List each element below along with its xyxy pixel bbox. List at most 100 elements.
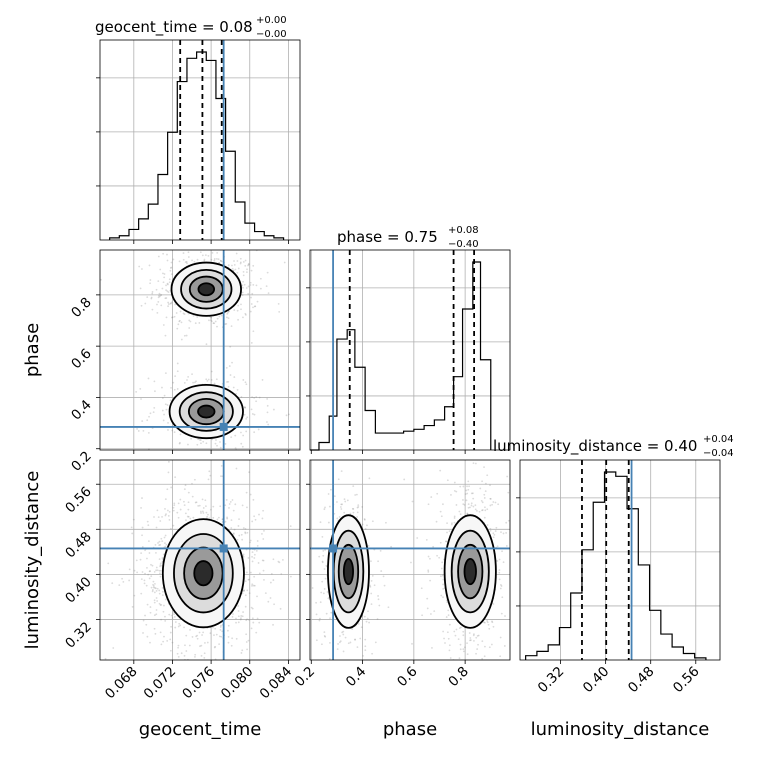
sample-point (198, 438, 201, 441)
sample-point (166, 640, 169, 642)
sample-point (112, 647, 115, 649)
sample-point (251, 607, 254, 610)
sample-point (340, 508, 343, 510)
sample-point (364, 662, 366, 664)
sample-point (174, 303, 177, 306)
sample-point (492, 625, 495, 628)
sample-point (356, 506, 359, 509)
sample-point (151, 564, 154, 567)
sample-point (251, 583, 254, 586)
sample-point (146, 419, 149, 422)
sample-point (466, 492, 469, 495)
sample-point (196, 634, 199, 637)
sample-point (342, 633, 345, 636)
sample-point (278, 561, 281, 564)
sample-point (244, 531, 247, 534)
sample-point (246, 506, 248, 509)
sample-point (476, 635, 479, 637)
sample-point (315, 601, 317, 604)
sample-point (203, 258, 206, 261)
sample-point (272, 558, 275, 561)
sample-point (237, 605, 240, 607)
x-tick-label-luminosity_distance: 0.32 (535, 664, 568, 697)
sample-point (186, 515, 189, 518)
sample-point (196, 443, 199, 446)
sample-point (168, 303, 170, 306)
sample-point (185, 650, 188, 652)
sample-point (235, 621, 237, 624)
sample-point (159, 565, 162, 568)
sample-point (459, 643, 462, 646)
sample-point (220, 314, 223, 317)
sample-point (189, 320, 192, 323)
sample-point (167, 514, 170, 517)
sample-point (493, 533, 496, 536)
sample-point (141, 526, 144, 529)
sample-point (218, 643, 221, 645)
sample-point (446, 631, 449, 634)
sample-point (242, 280, 244, 283)
x-tick-label-phase: 0.4 (343, 664, 370, 691)
sample-point (253, 557, 256, 559)
sample-point (477, 445, 479, 447)
sample-point (169, 302, 172, 305)
sample-point (449, 657, 452, 659)
sample-point (241, 451, 243, 453)
sample-point (207, 513, 209, 516)
sample-point (158, 569, 161, 572)
sample-point (177, 502, 180, 505)
sample-point (168, 281, 171, 284)
sample-point (349, 512, 352, 515)
sample-point (200, 654, 203, 657)
sample-point (170, 266, 173, 269)
sample-point (167, 429, 169, 431)
sample-point (194, 501, 197, 504)
sample-point (231, 267, 234, 270)
sample-point (361, 506, 364, 508)
sample-point (160, 294, 163, 296)
sample-point (256, 300, 259, 303)
title-luminosity-distance-main: luminosity_distance = 0.40 (493, 437, 697, 456)
sample-point (498, 558, 501, 561)
sample-point (366, 617, 369, 620)
sample-point (504, 615, 506, 617)
sample-point (154, 632, 157, 635)
sample-point (155, 597, 158, 599)
sample-point (160, 618, 163, 621)
sample-point (240, 533, 243, 536)
sample-point (132, 518, 135, 521)
sample-point (178, 320, 181, 323)
sample-point (247, 557, 250, 559)
sample-point (153, 591, 156, 594)
sample-point (368, 477, 371, 480)
sample-point (442, 583, 444, 586)
sample-point (162, 252, 165, 255)
sample-point (154, 390, 156, 393)
sample-point (218, 261, 221, 264)
sample-point (169, 269, 172, 272)
sample-point (148, 552, 151, 554)
sample-point (211, 666, 213, 668)
sample-point (248, 578, 250, 581)
sample-point (200, 442, 202, 445)
sample-point (283, 261, 286, 264)
sample-point (172, 381, 175, 384)
sample-point (242, 527, 245, 529)
sample-point (487, 623, 490, 626)
sample-point (245, 417, 248, 420)
sample-point (528, 563, 530, 565)
sample-point (237, 304, 240, 307)
sample-point (219, 628, 222, 631)
sample-point (153, 570, 156, 573)
sample-point (231, 615, 234, 618)
sample-point (466, 512, 469, 515)
sample-point (325, 612, 328, 615)
sample-point (253, 575, 256, 578)
sample-point (515, 549, 517, 551)
sample-point (207, 478, 210, 481)
sample-point (369, 585, 372, 588)
x-tick-label-geocent_time: 0.084 (257, 664, 296, 703)
sample-point (435, 520, 438, 523)
sample-point (228, 506, 230, 509)
sample-point (223, 668, 225, 670)
